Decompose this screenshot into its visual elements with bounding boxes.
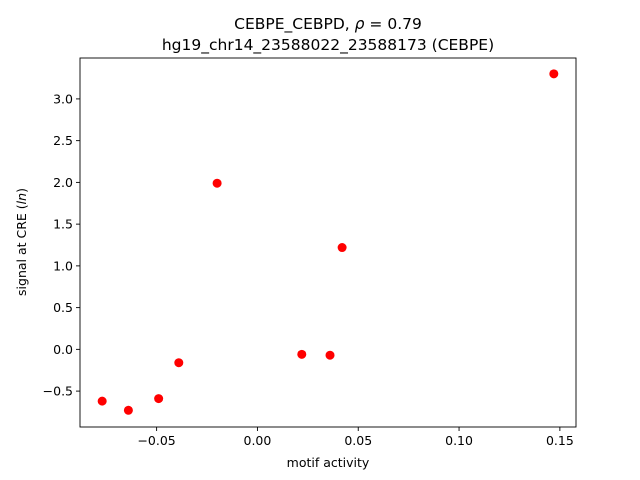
x-tick-label: 0.10	[445, 433, 473, 448]
x-tick-label: 0.00	[244, 433, 272, 448]
y-tick-label: −0.5	[43, 384, 73, 399]
chart-title-line2: hg19_chr14_23588022_23588173 (CEBPE)	[162, 36, 494, 55]
y-tick-label: 3.0	[53, 91, 73, 106]
y-tick-label: 1.0	[53, 258, 73, 273]
data-point	[154, 394, 164, 404]
data-points	[97, 69, 559, 415]
y-axis-label: signal at CRE (ln)	[14, 188, 29, 296]
data-point	[97, 396, 107, 406]
x-tick-label: 0.15	[546, 433, 574, 448]
data-point	[123, 405, 133, 415]
data-point	[212, 178, 222, 188]
y-tick-label: 0.5	[53, 300, 73, 315]
chart-title-line1: CEBPE_CEBPD, ρ = 0.79	[234, 15, 422, 34]
plot-area-frame	[79, 57, 577, 428]
x-tick-label: 0.05	[344, 433, 372, 448]
data-point	[549, 69, 559, 79]
x-axis-label: motif activity	[287, 455, 370, 470]
data-point	[325, 350, 335, 360]
y-tick-label: 0.0	[53, 342, 73, 357]
y-tick-label: 2.5	[53, 133, 73, 148]
y-axis-ticks: −0.5 0.0 0.5 1.0 1.5 2.0 2.5 3.0	[43, 91, 80, 399]
data-point	[297, 349, 307, 359]
data-point	[337, 243, 347, 253]
x-axis-ticks: −0.05 0.00 0.05 0.10 0.15	[137, 427, 574, 448]
data-point	[174, 358, 184, 368]
y-tick-label: 1.5	[53, 217, 73, 232]
x-tick-label: −0.05	[137, 433, 175, 448]
y-tick-label: 2.0	[53, 175, 73, 190]
